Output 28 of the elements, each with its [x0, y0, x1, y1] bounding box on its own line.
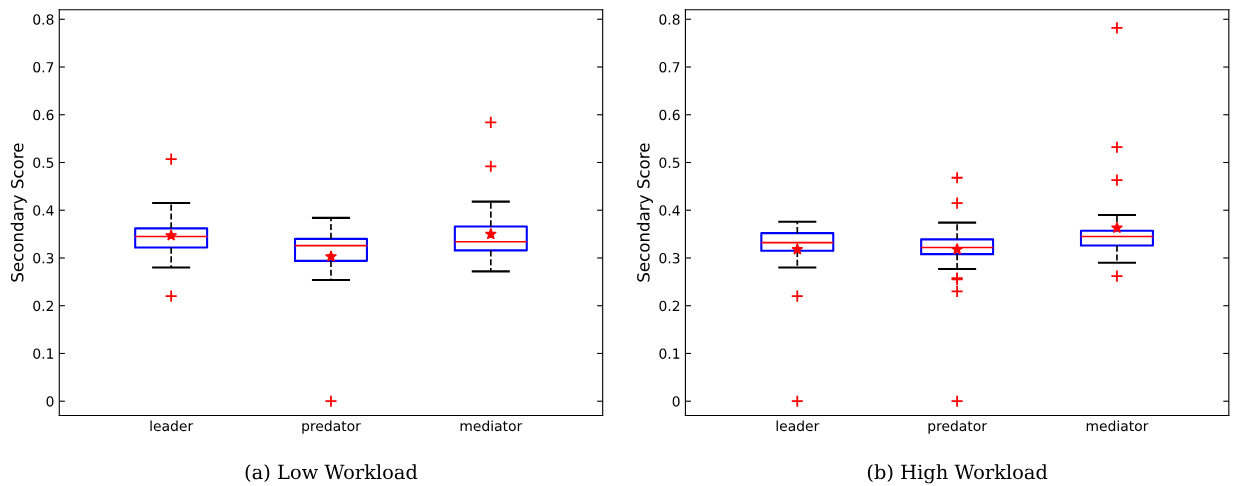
y-tick-label: 0.2: [33, 300, 54, 312]
text: (b) High Workload: [867, 464, 1048, 484]
y-tick-label: 0.4: [659, 205, 680, 216]
y-tick-label: 0.4: [33, 205, 54, 216]
x-tick-label: predator: [928, 420, 987, 434]
y-tick-label: 0.2: [659, 300, 680, 312]
y-axis-title: Secondary Score: [10, 143, 27, 282]
x-tick-label: predator: [302, 420, 361, 434]
x-tick-label: leader: [776, 420, 820, 432]
y-tick-label: 0.7: [659, 61, 680, 73]
y-tick-label: 0.3: [659, 252, 680, 264]
y-tick-label: 0.6: [659, 109, 680, 121]
y-tick-label: 0.1: [33, 348, 54, 359]
x-tick-label: mediator: [460, 420, 523, 432]
y-tick-label: 0.6: [33, 109, 54, 121]
y-tick-label: 0.7: [33, 61, 54, 73]
x-tick-label: leader: [150, 420, 194, 432]
y-tick-label: 0: [672, 396, 680, 407]
y-tick-label: 0.3: [33, 252, 54, 264]
y-tick-label: 0.5: [33, 157, 54, 168]
y-tick-label: 0.1: [659, 348, 680, 359]
x-tick-label: mediator: [1086, 420, 1149, 432]
y-tick-label: 0.5: [659, 157, 680, 168]
y-tick-label: 0: [46, 396, 54, 407]
text: (a) Low Workload: [245, 464, 418, 483]
y-axis-title: Secondary Score: [636, 143, 653, 282]
y-tick-label: 0.8: [659, 14, 680, 25]
y-tick-label: 0.8: [33, 14, 54, 25]
